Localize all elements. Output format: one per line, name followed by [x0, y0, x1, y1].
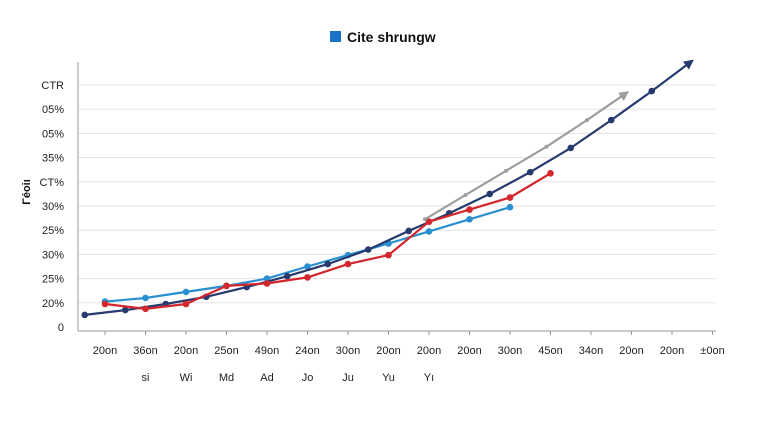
- data-point: [364, 246, 372, 253]
- data-point: [405, 227, 413, 235]
- y-axis-title: Γéoiı: [21, 179, 33, 205]
- data-point: [422, 217, 427, 222]
- y-tick-label: 25%: [42, 274, 64, 286]
- series-line: [84, 59, 694, 316]
- data-point: [81, 311, 89, 319]
- data-point: [466, 216, 473, 223]
- x-tick-label: 20on: [93, 345, 117, 357]
- legend: Cite shrungw: [330, 29, 436, 45]
- x-sub-label: Wi: [180, 372, 193, 384]
- y-axis-ticks: CTR 05% 05% 35% CT% 30% 25% 30% 25% 20% 0: [40, 80, 65, 334]
- x-tick-label: 20on: [457, 345, 481, 357]
- x-tick-label: 30on: [498, 345, 522, 357]
- data-point: [526, 168, 534, 176]
- legend-swatch: [330, 31, 341, 42]
- series-line: [104, 172, 552, 310]
- data-point: [547, 170, 554, 177]
- data-point: [263, 280, 271, 287]
- x-tick-label: 45on: [538, 345, 562, 357]
- x-tick-label: 20on: [660, 345, 684, 357]
- y-tick-label: 0: [58, 322, 64, 334]
- x-tick-label: 25on: [214, 345, 238, 357]
- x-tick-label: 20on: [417, 345, 441, 357]
- data-point: [283, 272, 291, 280]
- x-sub-label: Md: [219, 372, 234, 384]
- y-tick-label: 30%: [42, 201, 64, 213]
- data-point: [486, 190, 494, 198]
- x-sub-label: Jo: [302, 372, 314, 384]
- y-tick-label: 20%: [42, 298, 64, 310]
- legend-label: Cite shrungw: [347, 29, 436, 45]
- x-tick-label: 24on: [295, 345, 319, 357]
- data-point: [506, 194, 514, 201]
- y-tick-label: 05%: [42, 104, 64, 116]
- data-point: [506, 203, 514, 211]
- data-point: [223, 282, 230, 290]
- data-point: [142, 294, 149, 302]
- x-sub-label: si: [142, 372, 150, 384]
- x-tick-label: 36on: [133, 345, 157, 357]
- x-sub-label: Ju: [342, 372, 354, 384]
- y-tick-label: CT%: [40, 177, 65, 189]
- data-point: [463, 193, 468, 198]
- series-line: [424, 91, 630, 221]
- y-tick-label: CTR: [41, 80, 64, 92]
- y-tick-label: 05%: [42, 128, 64, 140]
- series-group: [81, 59, 694, 319]
- y-tick-label: 30%: [42, 249, 64, 261]
- x-sub-label: Yı: [424, 372, 434, 384]
- x-tick-label: 20on: [376, 345, 400, 357]
- data-point: [503, 168, 508, 173]
- data-point: [567, 144, 575, 152]
- data-point: [584, 118, 589, 123]
- data-point: [607, 116, 615, 124]
- data-point: [648, 87, 656, 95]
- data-point: [344, 260, 352, 268]
- y-tick-label: 25%: [42, 225, 64, 237]
- x-axis-ticks: 20on 36on 20on 25on 49on 24on 30on 20on 20on 20on…: [93, 331, 725, 357]
- data-point: [324, 260, 332, 268]
- x-tick-label: 30on: [336, 345, 360, 357]
- data-point: [304, 263, 311, 270]
- axes: [77, 62, 716, 332]
- data-point: [182, 300, 190, 308]
- data-point: [425, 218, 433, 226]
- data-point: [466, 206, 473, 213]
- data-point: [101, 300, 109, 308]
- data-point: [385, 251, 392, 259]
- data-point: [425, 228, 433, 235]
- x-tick-label: ±0on: [700, 345, 724, 357]
- x-sub-label: Ad: [260, 372, 273, 384]
- data-point: [182, 288, 190, 296]
- y-tick-label: 35%: [42, 153, 64, 165]
- x-tick-label: 49on: [255, 345, 279, 357]
- data-point: [121, 306, 129, 314]
- x-tick-label: 20on: [174, 345, 198, 357]
- data-point: [142, 305, 149, 313]
- x-axis-sub-labels: si Wi Md Ad Jo Ju Yu Yı: [142, 372, 435, 384]
- x-sub-label: Yu: [382, 372, 395, 384]
- grid-lines: [78, 84, 716, 304]
- x-tick-label: 20on: [619, 345, 643, 357]
- x-tick-label: 34on: [579, 345, 603, 357]
- data-point: [304, 274, 311, 281]
- data-point: [544, 144, 549, 149]
